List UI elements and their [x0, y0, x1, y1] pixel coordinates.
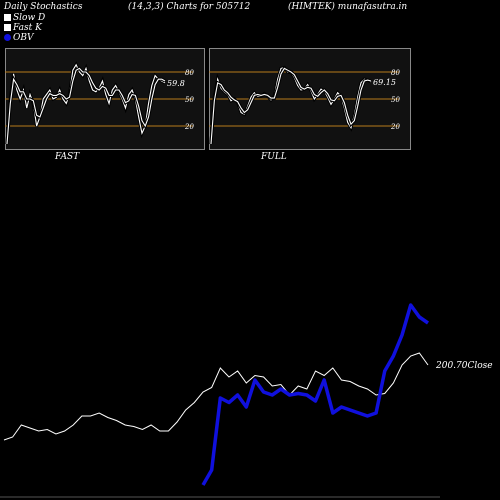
obv-line — [201, 303, 429, 486]
fast-series-1-line — [6, 67, 166, 145]
legend-obv: OBV — [4, 33, 34, 43]
chart-type-title: Daily Stochastics — [4, 2, 83, 12]
symbol-title: (HIMTEK) munafasutra.in — [288, 2, 408, 12]
full-series-1-line — [210, 67, 372, 145]
legend-obv-label: OBV — [13, 33, 34, 43]
full-y-tick-label: 80 — [391, 69, 400, 77]
full-y-tick-label: 20 — [390, 123, 400, 131]
full-panel-title: FULL — [261, 152, 287, 162]
legend-slow-d-label: Slow D — [13, 13, 46, 23]
white-square-icon — [4, 24, 11, 31]
close-last-value-label: 200.70Close — [435, 361, 493, 371]
close-price-line — [3, 352, 429, 441]
fast-last-value-label: 59.8 — [167, 79, 185, 88]
price-obv-chart: 200.70Close — [0, 303, 493, 498]
full-stochastic-chart: 80 50 20 69.15 — [209, 48, 411, 150]
fast-y-tick-label: 20 — [184, 123, 194, 131]
legend-fast-k-label: Fast K — [13, 23, 42, 33]
full-y-tick-label: 50 — [391, 96, 400, 104]
blue-dot-icon — [4, 34, 11, 41]
chart-params-title: (14,3,3) Charts for 505712 — [128, 2, 251, 12]
fast-panel-title: FAST — [55, 152, 80, 162]
full-last-value-label: 69.15 — [373, 78, 396, 87]
fast-y-tick-label: 50 — [185, 96, 194, 104]
white-square-icon — [4, 14, 11, 21]
fast-y-tick-label: 80 — [185, 69, 194, 77]
legend-fast-k: Fast K — [4, 23, 42, 33]
fast-stochastic-chart: 80 50 20 59.8 — [5, 48, 205, 150]
legend-slow-d: Slow D — [4, 13, 45, 23]
